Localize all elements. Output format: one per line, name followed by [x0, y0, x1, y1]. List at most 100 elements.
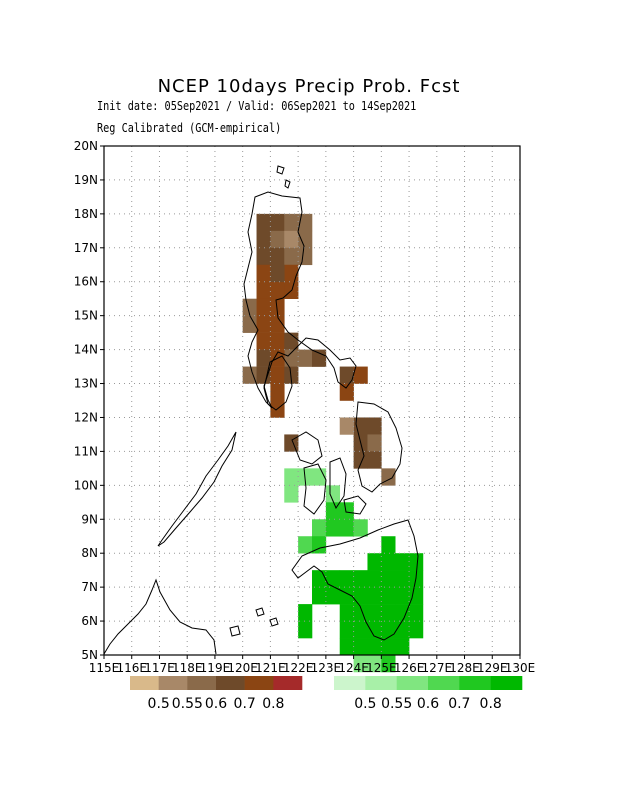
prob-cell — [381, 638, 396, 656]
prob-cell — [367, 587, 382, 605]
coastline-luzon — [243, 191, 357, 409]
prob-cell — [339, 570, 354, 588]
prob-cell — [256, 315, 271, 333]
prob-cell — [339, 383, 354, 401]
coastline-bohol — [343, 495, 367, 515]
prob-cell — [353, 451, 368, 469]
lon-tick-label: 123E — [311, 661, 342, 675]
lon-tick-label: 129E — [477, 661, 508, 675]
prob-cell — [270, 332, 285, 350]
prob-cell — [353, 417, 368, 435]
prob-cell — [409, 553, 424, 571]
lat-tick-label: 14N — [74, 343, 98, 357]
legend-label: 0.5 — [148, 696, 170, 712]
lon-tick-label: 126E — [394, 661, 425, 675]
prob-cell — [242, 298, 257, 316]
prob-cell — [409, 587, 424, 605]
legend-swatch — [365, 676, 397, 690]
prob-cell — [256, 349, 271, 367]
lon-tick-label: 119E — [200, 661, 231, 675]
lat-tick-label: 15N — [74, 309, 98, 323]
prob-cell — [284, 264, 299, 283]
prob-cell — [284, 485, 299, 503]
coastline-sulu — [229, 607, 279, 637]
prob-cell — [256, 281, 271, 299]
legend-label: 0.8 — [480, 696, 502, 712]
legend-swatch — [273, 676, 303, 690]
prob-cell — [395, 604, 410, 622]
coastline-borneo — [103, 578, 217, 655]
prob-cell — [367, 621, 382, 639]
prob-cell — [298, 247, 313, 266]
lon-tick-label: 125E — [366, 661, 397, 675]
coastline-palawan — [157, 431, 237, 547]
prob-cell — [353, 621, 368, 639]
legend-swatch — [130, 676, 159, 690]
legend-label: 0.6 — [417, 696, 439, 712]
lat-tick-label: 9N — [81, 512, 98, 526]
lat-tick-label: 5N — [81, 648, 98, 662]
prob-cell — [284, 213, 299, 232]
prob-cell — [409, 621, 424, 639]
prob-cell — [270, 264, 285, 283]
lon-tick-label: 118E — [172, 661, 203, 675]
lon-tick-label: 124E — [338, 661, 369, 675]
prob-cell — [270, 230, 285, 249]
legend-swatch — [334, 676, 366, 690]
prob-cell — [270, 366, 285, 384]
legend-label: 0.7 — [448, 696, 470, 712]
prob-cell — [409, 604, 424, 622]
lat-tick-label: 12N — [74, 410, 98, 424]
prob-cell — [242, 315, 257, 333]
legend-swatch — [158, 676, 188, 690]
prob-cell — [339, 502, 354, 520]
prob-cell — [353, 570, 368, 588]
lat-tick-label: 18N — [74, 207, 98, 221]
lat-tick-label: 19N — [74, 173, 98, 187]
prob-cell — [353, 519, 368, 537]
coastline — [103, 165, 419, 655]
prob-cell — [325, 587, 341, 605]
prob-cell — [339, 366, 354, 384]
legend-swatch — [490, 676, 523, 690]
prob-cell — [284, 468, 299, 486]
calibration-method: Reg Calibrated (GCM-empirical) — [97, 121, 282, 135]
lon-tick-label: 127E — [422, 661, 453, 675]
legend-swatch — [216, 676, 245, 690]
prob-cell — [284, 366, 299, 384]
prob-cell — [312, 570, 327, 588]
legend-swatch — [244, 676, 274, 690]
legend-label: 0.55 — [381, 696, 412, 712]
prob-cell — [298, 621, 313, 639]
prob-cell — [339, 638, 354, 656]
prob-cell — [270, 213, 285, 232]
prob-cell — [270, 281, 285, 299]
prob-cell — [312, 349, 327, 367]
prob-cell — [256, 264, 271, 283]
prob-cell — [298, 349, 313, 367]
prob-cell — [353, 638, 368, 656]
prob-cell — [312, 536, 327, 554]
prob-cell — [381, 655, 396, 673]
lon-tick-label: 122E — [283, 661, 314, 675]
legend-wet-colorbar: 0.5 0.55 0.6 0.7 0.8 — [334, 676, 523, 712]
prob-cell — [395, 587, 410, 605]
prob-cell — [325, 519, 341, 537]
lon-tick-label: 117E — [144, 661, 175, 675]
legend-label: 0.5 — [354, 696, 376, 712]
prob-cell — [312, 587, 327, 605]
legend-label: 0.6 — [205, 696, 227, 712]
prob-cell — [395, 621, 410, 639]
prob-cell — [256, 366, 271, 384]
legend-swatch — [428, 676, 460, 690]
lat-tick-label: 8N — [81, 546, 98, 560]
prob-cell — [256, 213, 271, 232]
prob-cell — [270, 315, 285, 333]
lon-tick-label: 128E — [449, 661, 480, 675]
coastline-mindoro — [263, 355, 293, 411]
prob-cell — [339, 417, 354, 435]
prob-cell — [270, 298, 285, 316]
lat-tick-label: 16N — [74, 275, 98, 289]
prob-cell — [256, 298, 271, 316]
coastline-visayas — [291, 431, 347, 515]
